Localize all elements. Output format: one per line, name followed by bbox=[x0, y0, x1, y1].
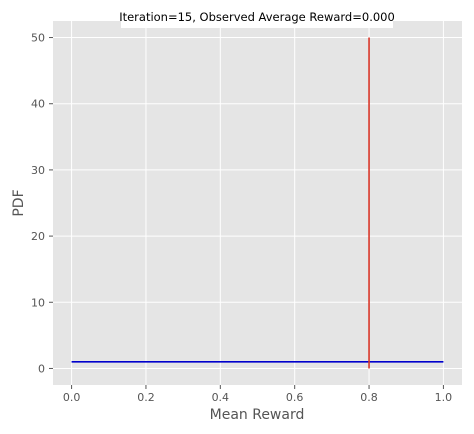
y-tick-label: 30 bbox=[31, 164, 45, 177]
y-tick-label: 0 bbox=[38, 362, 45, 375]
x-tick-label: 0.4 bbox=[212, 391, 230, 404]
series-layer bbox=[71, 37, 444, 369]
x-axis-label: Mean Reward bbox=[210, 407, 305, 423]
y-tick-label: 50 bbox=[31, 32, 45, 45]
y-tick-label: 10 bbox=[31, 296, 45, 309]
title-background bbox=[121, 7, 393, 28]
x-tick-label: 0.6 bbox=[286, 391, 304, 404]
plot-panel bbox=[53, 21, 462, 385]
y-ticks: 0 10 20 30 40 50 bbox=[31, 32, 53, 375]
y-tick-label: 40 bbox=[31, 98, 45, 111]
chart-title: Iteration=15, Observed Average Reward=0.… bbox=[119, 10, 395, 24]
y-axis-label: PDF bbox=[11, 189, 27, 216]
y-tick-label: 20 bbox=[31, 230, 45, 243]
x-tick-label: 0.8 bbox=[360, 391, 378, 404]
x-tick-label: 0.0 bbox=[63, 391, 81, 404]
x-tick-label: 0.2 bbox=[137, 391, 155, 404]
x-ticks: 0.0 0.2 0.4 0.6 0.8 1.0 bbox=[63, 385, 452, 404]
x-tick-label: 1.0 bbox=[435, 391, 453, 404]
